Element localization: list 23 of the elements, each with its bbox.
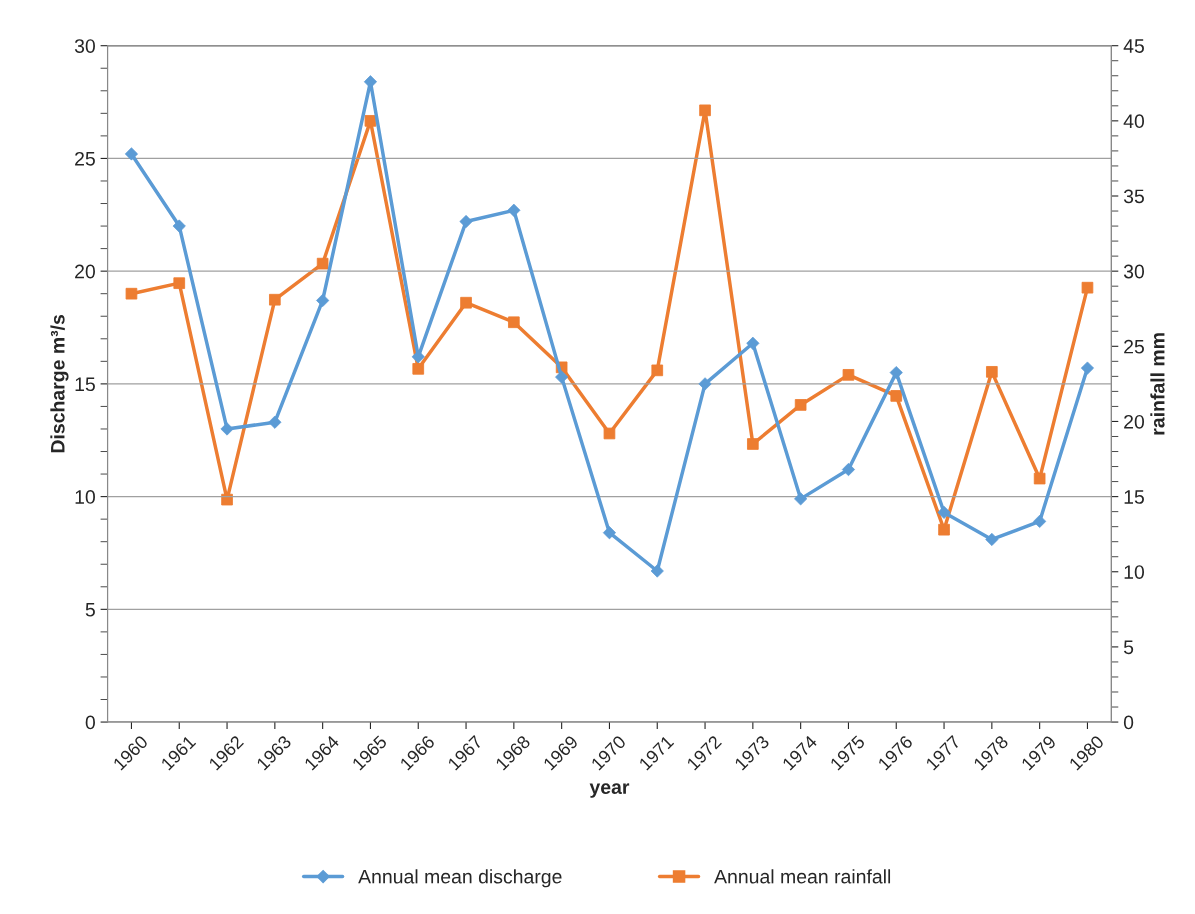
y2-tick-label: 15 [1124,490,1144,504]
y2-tick-label: 0 [1123,715,1134,730]
y2-tick-label: 20 [1124,414,1145,429]
y2-tick-label: 40 [1123,114,1145,129]
legend-label: Annual mean rainfall [714,869,891,884]
y2-tick-label: 10 [1124,565,1145,579]
y-tick-label: 0 [85,715,95,730]
legend-label: Annual mean discharge [358,869,562,888]
y2-tick-label: 30 [1123,264,1145,279]
y2-axis-title: rainfall mm [1150,333,1165,435]
y2-tick-label: 35 [1123,189,1144,204]
y-tick-label: 15 [75,377,95,392]
y-tick-label: 30 [74,39,95,53]
y-tick-label: 25 [75,151,95,166]
y2-tick-label: 25 [1124,339,1144,354]
y2-tick-label: 45 [1123,39,1144,53]
y-tick-label: 20 [75,264,95,279]
point [220,422,234,436]
y-tick-label: 5 [85,603,95,617]
y2-tick-label: 5 [1123,640,1134,655]
y-tick-label: 10 [75,490,95,504]
x-axis-title: year [589,783,630,798]
y-axis-title: Discharge m³/s [50,314,69,453]
